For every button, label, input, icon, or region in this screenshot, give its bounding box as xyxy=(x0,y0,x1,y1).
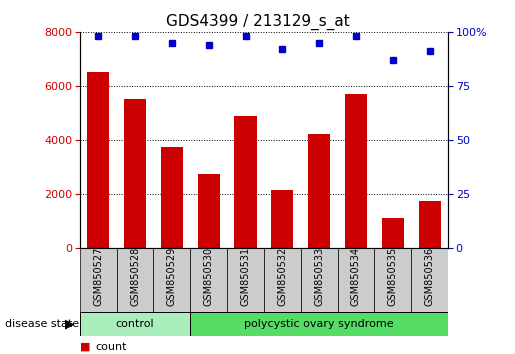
Text: GSM850530: GSM850530 xyxy=(204,247,214,306)
Text: GSM850533: GSM850533 xyxy=(314,247,324,306)
Bar xyxy=(411,248,448,312)
Text: GSM850532: GSM850532 xyxy=(278,247,287,306)
Bar xyxy=(338,248,374,312)
Bar xyxy=(191,312,448,336)
Bar xyxy=(308,135,330,248)
Bar xyxy=(153,248,191,312)
Bar xyxy=(227,248,264,312)
Text: GSM850534: GSM850534 xyxy=(351,247,361,306)
Text: GSM850531: GSM850531 xyxy=(241,247,250,306)
Text: count: count xyxy=(95,342,127,352)
Bar xyxy=(198,173,220,248)
Bar xyxy=(116,248,153,312)
Text: control: control xyxy=(116,319,154,329)
Text: GSM850535: GSM850535 xyxy=(388,247,398,306)
Bar xyxy=(80,312,191,336)
Bar xyxy=(271,190,294,248)
Bar xyxy=(234,115,256,248)
Bar xyxy=(264,248,301,312)
Bar xyxy=(382,218,404,248)
Bar xyxy=(191,248,227,312)
Text: GSM850536: GSM850536 xyxy=(425,247,435,306)
Text: polycystic ovary syndrome: polycystic ovary syndrome xyxy=(244,319,394,329)
Bar xyxy=(301,248,338,312)
Text: GSM850527: GSM850527 xyxy=(93,247,103,306)
Bar xyxy=(80,248,117,312)
Text: GDS4399 / 213129_s_at: GDS4399 / 213129_s_at xyxy=(166,14,349,30)
Bar xyxy=(161,147,183,248)
Text: ■: ■ xyxy=(80,342,90,352)
Text: ▶: ▶ xyxy=(65,318,74,330)
Text: GSM850528: GSM850528 xyxy=(130,247,140,306)
Bar xyxy=(345,94,367,248)
Text: GSM850529: GSM850529 xyxy=(167,247,177,306)
Bar xyxy=(374,248,411,312)
Bar xyxy=(124,99,146,248)
Bar xyxy=(87,72,109,248)
Bar xyxy=(419,201,441,248)
Text: disease state: disease state xyxy=(5,319,79,329)
